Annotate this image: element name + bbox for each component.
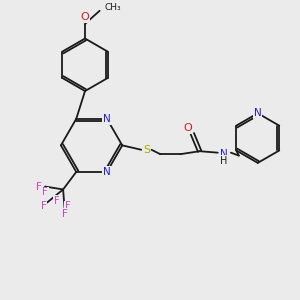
Text: O: O	[81, 13, 89, 22]
Text: F: F	[65, 201, 70, 212]
Text: F: F	[36, 182, 42, 191]
Text: F: F	[40, 200, 46, 211]
Text: N: N	[103, 167, 111, 177]
Text: N: N	[103, 114, 111, 124]
Text: S: S	[143, 145, 150, 155]
Text: F: F	[42, 188, 48, 197]
Text: N: N	[220, 149, 228, 159]
Text: N: N	[254, 108, 262, 118]
Text: F: F	[54, 196, 59, 206]
Text: H: H	[220, 156, 228, 166]
Text: F: F	[61, 209, 68, 219]
Text: CH₃: CH₃	[105, 3, 122, 12]
Text: O: O	[184, 123, 192, 133]
